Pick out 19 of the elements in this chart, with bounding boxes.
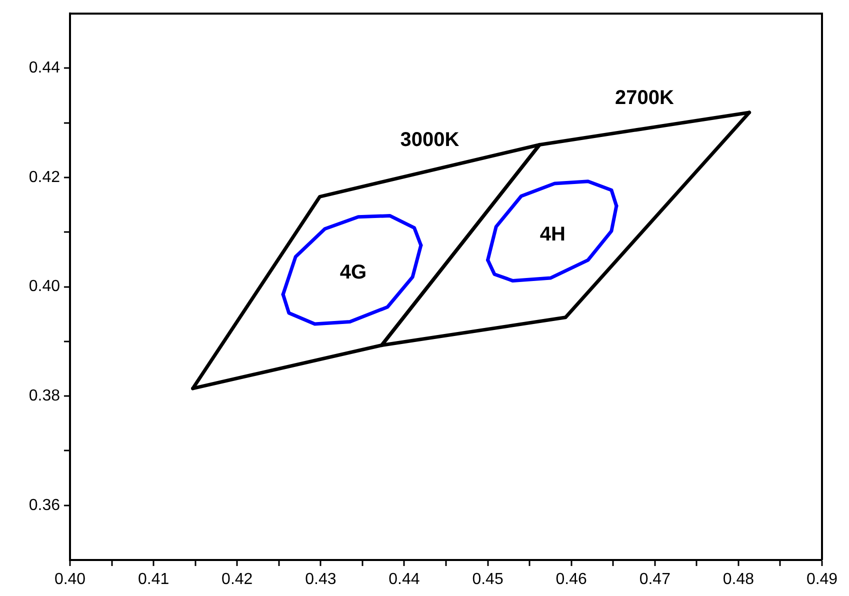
x-tick-label: 0.40 bbox=[54, 571, 86, 588]
x-tick-label: 0.46 bbox=[556, 571, 588, 588]
y-tick-label: 0.36 bbox=[28, 496, 60, 514]
y-tick-label: 0.40 bbox=[28, 278, 60, 296]
x-tick-label: 0.41 bbox=[138, 571, 170, 588]
x-tick-label: 0.42 bbox=[222, 571, 253, 588]
series-label: 4H bbox=[540, 224, 566, 246]
series-label: 4G bbox=[340, 262, 367, 284]
x-tick-label: 0.43 bbox=[305, 571, 336, 588]
y-tick-label: 0.42 bbox=[28, 168, 60, 186]
y-tick-label: 0.44 bbox=[28, 60, 60, 77]
x-tick-label: 0.47 bbox=[639, 571, 671, 588]
series-label: 3000K bbox=[400, 129, 460, 152]
x-tick-label: 0.48 bbox=[722, 571, 754, 588]
y-tick-label: 0.38 bbox=[28, 387, 60, 404]
x-tick-label: 0.49 bbox=[806, 571, 838, 588]
x-tick-label: 0.45 bbox=[472, 571, 504, 588]
series-label: 2700K bbox=[614, 87, 674, 110]
x-tick-label: 0.44 bbox=[388, 571, 420, 588]
